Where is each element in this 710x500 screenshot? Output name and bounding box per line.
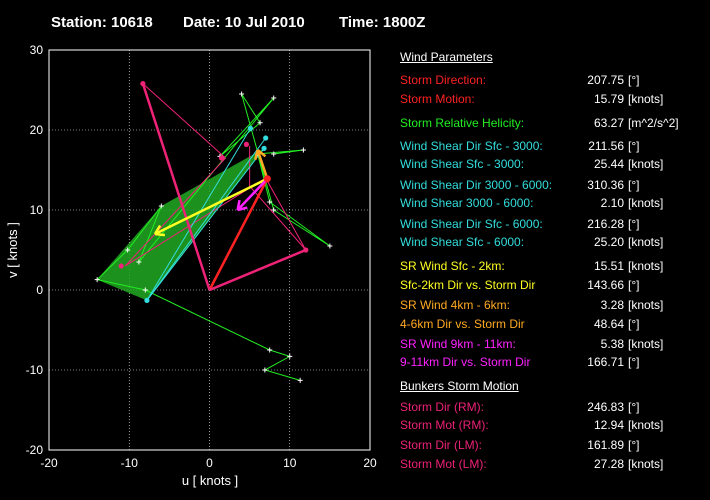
wind-point-marker	[271, 151, 277, 157]
shear-line-cyan	[146, 128, 251, 301]
x-tick-label: 10	[283, 456, 297, 470]
vector-yellow	[154, 177, 268, 236]
wind-point-marker	[239, 91, 245, 97]
wind-point-marker	[158, 203, 164, 209]
x-tick-label: -20	[40, 456, 58, 470]
marker-cyan	[144, 297, 150, 303]
date-label: Date: 10 Jul 2010	[183, 14, 305, 31]
vector-arrowhead-orange	[254, 149, 267, 161]
x-axis-label: u [ knots ]	[182, 473, 238, 488]
vector-magenta	[236, 177, 269, 211]
vector-pink	[141, 83, 211, 291]
y-axis-label: v [ knots ]	[5, 222, 20, 278]
wind-point-marker	[136, 259, 142, 265]
y-tick-label: 10	[30, 203, 44, 217]
marker-red	[263, 175, 271, 183]
y-tick-label: 20	[30, 123, 44, 137]
marker-red	[243, 141, 250, 147]
wind-point-marker	[297, 377, 303, 383]
wind-point-marker	[287, 353, 293, 359]
y-tick-label: -10	[26, 363, 44, 377]
vector-arrowhead-magenta	[236, 199, 248, 212]
x-tick-label: 0	[206, 456, 213, 470]
header: Station: 10618 Date: 10 Jul 2010 Time: 1…	[0, 0, 710, 44]
wind-point-marker	[94, 277, 100, 283]
wind-point-marker	[300, 147, 306, 153]
station-label: Station: 10618	[51, 14, 153, 31]
wind-point-marker	[142, 287, 148, 293]
wind-point-marker	[125, 247, 131, 253]
x-tick-label: 20	[363, 456, 377, 470]
y-tick-label: 30	[30, 43, 44, 57]
wind-point-marker	[262, 367, 268, 373]
vector-pink	[209, 248, 307, 292]
wind-point-marker	[257, 120, 263, 126]
vector-orange	[256, 149, 269, 180]
vector-red	[208, 178, 269, 291]
marker-red	[303, 247, 309, 253]
y-tick-label: -20	[26, 443, 44, 457]
wind-point-marker	[267, 199, 273, 205]
x-tick-label: -10	[121, 456, 139, 470]
shear-line-cyan	[146, 137, 267, 301]
marker-cyan	[261, 145, 267, 151]
y-tick-label: 0	[36, 283, 43, 297]
marker-cyan	[247, 125, 254, 131]
wind-point-marker	[271, 207, 277, 213]
time-label: Time: 1800Z	[339, 14, 426, 31]
shear-line-cyan	[146, 148, 265, 301]
marker-red	[218, 155, 225, 161]
wind-point-marker	[267, 347, 273, 353]
wind-point-marker	[327, 243, 333, 249]
vector-arrowhead-yellow	[153, 224, 166, 237]
marker-cyan	[263, 135, 269, 141]
wind-point-marker	[271, 95, 277, 101]
marker-red	[140, 81, 146, 87]
marker-red	[118, 263, 124, 269]
